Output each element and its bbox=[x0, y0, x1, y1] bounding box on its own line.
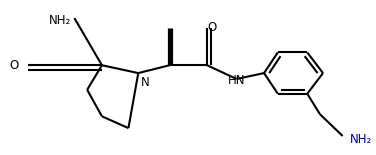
Text: N: N bbox=[141, 76, 150, 89]
Text: HN: HN bbox=[228, 74, 245, 87]
Text: O: O bbox=[9, 59, 18, 72]
Text: NH₂: NH₂ bbox=[350, 133, 372, 146]
Text: O: O bbox=[207, 21, 217, 34]
Text: NH₂: NH₂ bbox=[49, 14, 71, 27]
